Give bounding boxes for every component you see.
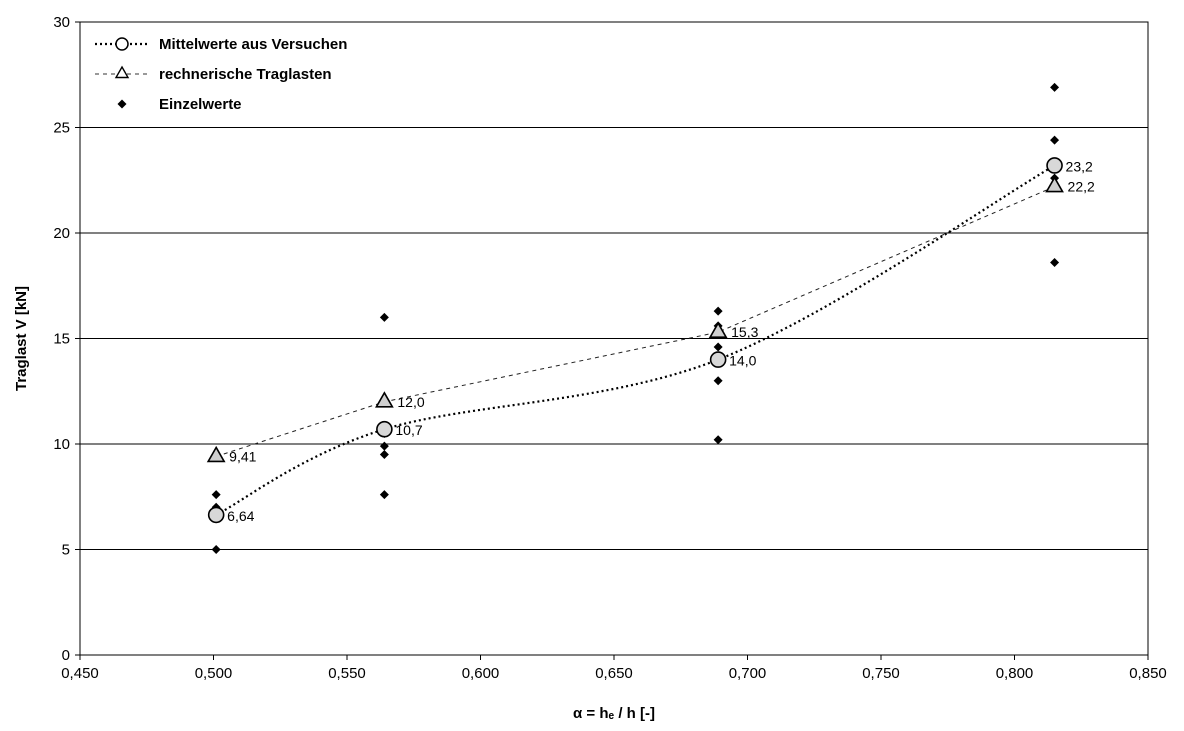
data-label-mittelwert: 6,64: [227, 508, 254, 524]
point-einzelwert: [379, 450, 389, 460]
point-mittelwert: [709, 351, 727, 368]
y-tick-label: 0: [62, 647, 70, 664]
x-tick-label: 0,450: [61, 665, 99, 682]
data-label-mittelwert: 23,2: [1066, 158, 1093, 174]
point-einzelwert: [379, 441, 389, 451]
series-line-mittelwerte: [215, 164, 1056, 516]
x-tick-label: 0,750: [862, 665, 900, 682]
data-label-mittelwert: 10,7: [395, 422, 422, 438]
y-tick-label: 20: [53, 225, 70, 242]
legend-label-einzelwerte: Einzelwerte: [159, 96, 242, 113]
point-einzelwert: [1050, 258, 1060, 268]
x-tick-label: 0,600: [462, 665, 500, 682]
legend-marker-rechnerisch: [114, 65, 130, 79]
legend: Mittelwerte aus Versuchen rechnerische Tr…: [95, 36, 347, 113]
series-line-rechnerisch: [216, 186, 1055, 457]
point-einzelwert: [211, 490, 221, 500]
data-label-mittelwert: 14,0: [729, 353, 756, 369]
y-tick-label: 10: [53, 436, 70, 453]
x-axis-ticks: 0,450 0,500 0,550 0,600 0,650 0,700 0,750 0,800…: [61, 655, 1167, 682]
data-label-rechnerisch: 22,2: [1068, 179, 1095, 195]
y-tick-label: 25: [53, 120, 70, 137]
point-einzelwert: [713, 342, 723, 352]
point-einzelwert: [1050, 135, 1060, 145]
point-rechnerisch: [206, 445, 226, 463]
y-tick-label: 15: [53, 331, 70, 348]
legend-marker-mittelwerte: [115, 37, 129, 51]
legend-label-mittelwerte: Mittelwerte aus Versuchen: [159, 36, 347, 53]
point-mittelwert: [1046, 157, 1063, 174]
data-label-rechnerisch: 12,0: [397, 394, 424, 410]
x-tick-label: 0,850: [1129, 665, 1167, 682]
point-einzelwert: [1050, 82, 1060, 92]
series-lines: [215, 164, 1056, 516]
point-mittelwert: [376, 420, 393, 438]
y-tick-label: 30: [53, 14, 70, 31]
x-tick-label: 0,550: [328, 665, 366, 682]
point-rechnerisch: [1045, 175, 1064, 193]
x-tick-label: 0,800: [996, 665, 1034, 682]
x-tick-label: 0,700: [729, 665, 767, 682]
data-label-rechnerisch: 9,41: [229, 448, 256, 464]
x-tick-label: 0,500: [195, 665, 233, 682]
y-tick-label: 5: [62, 542, 70, 559]
point-mittelwert: [207, 506, 225, 524]
data-labels: 6,64 10,7 14,0 23,2 9,41 12,0 15,3 22,2: [227, 158, 1095, 523]
point-einzelwert: [713, 435, 723, 445]
data-markers: [206, 82, 1064, 554]
legend-marker-einzelwerte: [117, 99, 127, 109]
y-axis-ticks: 0 5 10 15 20 25 30: [53, 14, 80, 664]
point-rechnerisch: [375, 391, 394, 408]
point-einzelwert: [379, 312, 389, 322]
point-rechnerisch: [708, 321, 728, 338]
point-einzelwert: [713, 376, 723, 386]
x-tick-label: 0,650: [595, 665, 633, 682]
data-label-rechnerisch: 15,3: [731, 324, 758, 340]
legend-label-rechnerisch: rechnerische Traglasten: [159, 66, 332, 83]
point-einzelwert: [379, 490, 389, 500]
point-einzelwert: [211, 545, 221, 554]
point-einzelwert: [713, 306, 723, 316]
y-axis-title: Traglast V [kN]: [13, 286, 30, 391]
x-axis-title: α = hₑ / h [-]: [573, 705, 655, 722]
grid-lines: [80, 127, 1148, 550]
